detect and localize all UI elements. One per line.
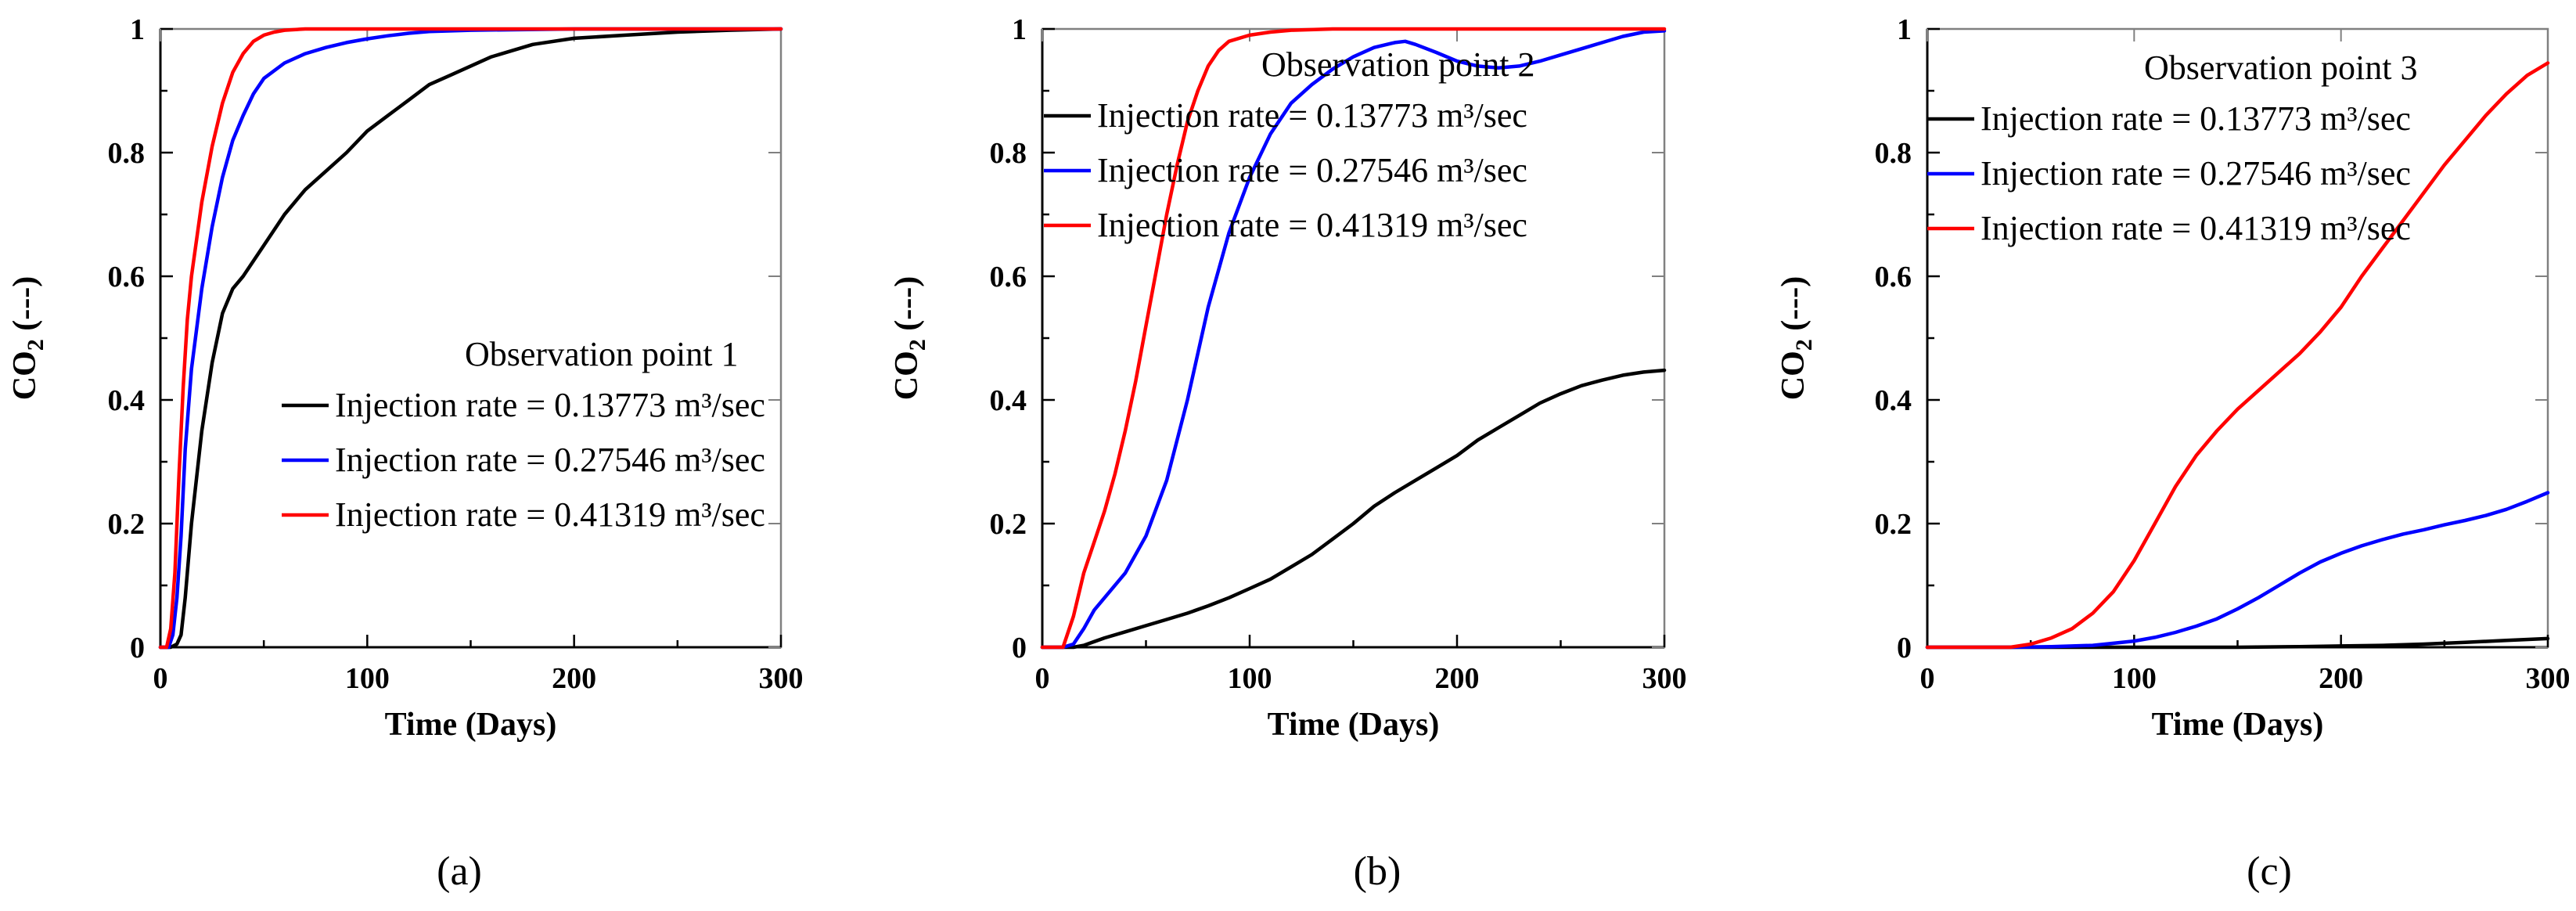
legend-label-a-1: Injection rate = 0.13773 m³/sec xyxy=(335,386,765,424)
legend-label-a-2: Injection rate = 0.27546 m³/sec xyxy=(335,441,765,479)
y-axis-label-suffix: (---) xyxy=(7,276,43,339)
y-axis-label-main: CO xyxy=(889,351,925,400)
y-tick-label-a: 0.8 xyxy=(108,137,146,170)
x-tick-label-b: 100 xyxy=(1228,662,1272,695)
y-axis-label-subscript: 2 xyxy=(905,339,930,351)
y-tick-label-c: 0.4 xyxy=(1875,384,1912,417)
legend-c: Observation point 3 Injection rate = 0.13… xyxy=(1927,49,2418,247)
series-line-c-1 xyxy=(1925,636,2550,650)
y-tick-label-c: 0 xyxy=(1897,632,1912,664)
panel-b-caption-group: (b) xyxy=(1354,849,1401,894)
legend-a: Observation point 1 Injection rate = 0.13… xyxy=(282,335,765,534)
x-tick-label-b: 200 xyxy=(1435,662,1480,695)
chart-panel-c: 0 0.2 0.4 0.6 0.8 1 0 100 200 300 Time (Days) CO2 (… xyxy=(1775,13,2571,743)
x-tick-label-b: 300 xyxy=(1642,662,1687,695)
y-tick-label-c: 0.8 xyxy=(1875,137,1912,170)
y-axis-label-main: CO xyxy=(7,351,43,400)
legend-b: Observation point 2 Injection rate = 0.13… xyxy=(1044,45,1535,244)
legend-title-b: Observation point 2 xyxy=(1261,45,1535,84)
x-tick-label-c: 100 xyxy=(2112,662,2157,695)
legend-title-c: Observation point 3 xyxy=(2144,49,2418,87)
x-tick-label-c: 0 xyxy=(1920,662,1935,695)
legend-label-b-1: Injection rate = 0.13773 m³/sec xyxy=(1097,96,1527,135)
series-line-b-2 xyxy=(1040,29,1667,650)
y-tick-label-b: 0 xyxy=(1012,632,1027,664)
panel-c-caption: (c) xyxy=(2247,849,2292,894)
legend-label-c-2: Injection rate = 0.27546 m³/sec xyxy=(1981,154,2411,193)
y-axis-label-a: CO2 (---) xyxy=(7,276,49,400)
y-axis-label-subscript: 2 xyxy=(1791,339,1817,351)
x-tick-label-c: 300 xyxy=(2526,662,2571,695)
series-line-c-3 xyxy=(1925,61,2550,650)
y-tick-label-b: 0.6 xyxy=(990,261,1027,293)
y-tick-label-b: 0.2 xyxy=(990,508,1027,541)
y-tick-label-a: 0 xyxy=(130,632,145,664)
x-tick-label-c: 200 xyxy=(2319,662,2363,695)
y-axis-label-c: CO2 (---) xyxy=(1775,276,1817,400)
y-tick-label-a: 0.2 xyxy=(108,508,146,541)
chart-panel-a: 0 0.2 0.4 0.6 0.8 1 0 100 200 300 Time (Days) CO2 (… xyxy=(7,13,804,743)
x-tick-label-a: 0 xyxy=(153,662,168,695)
x-tick-label-a: 300 xyxy=(759,662,804,695)
y-axis-label-suffix: (---) xyxy=(1775,276,1811,339)
panel-a-caption-group: (a) xyxy=(437,849,482,894)
y-axis-label-subscript: 2 xyxy=(23,339,49,351)
y-tick-label-a: 0.6 xyxy=(108,261,146,293)
legend-title-a: Observation point 1 xyxy=(465,335,739,373)
series-line-b-3 xyxy=(1040,27,1667,650)
y-tick-label-c: 0.2 xyxy=(1875,508,1912,541)
x-axis-label-a: Time (Days) xyxy=(385,707,557,743)
y-tick-label-a: 1 xyxy=(130,13,145,46)
x-axis-label-c: Time (Days) xyxy=(2152,707,2324,743)
legend-label-c-1: Injection rate = 0.13773 m³/sec xyxy=(1981,99,2411,138)
series-line-a-2 xyxy=(158,27,783,650)
legend-label-c-3: Injection rate = 0.41319 m³/sec xyxy=(1981,209,2411,247)
chart-panel-b: 0 0.2 0.4 0.6 0.8 1 0 100 200 300 Time (Days) CO2 (… xyxy=(889,13,1687,743)
y-tick-label-c: 1 xyxy=(1897,13,1912,46)
y-tick-label-b: 0.8 xyxy=(990,137,1027,170)
legend-label-a-3: Injection rate = 0.41319 m³/sec xyxy=(335,495,765,534)
y-axis-label-b: CO2 (---) xyxy=(889,276,930,400)
y-tick-label-b: 0.4 xyxy=(990,384,1027,417)
y-tick-label-c: 0.6 xyxy=(1875,261,1912,293)
series-line-b-1 xyxy=(1040,368,1667,650)
series-line-a-3 xyxy=(158,27,783,650)
series-line-c-2 xyxy=(1925,491,2550,650)
panel-a-caption: (a) xyxy=(437,849,482,894)
x-tick-label-a: 200 xyxy=(552,662,596,695)
panel-c-caption-group: (c) xyxy=(2247,849,2292,894)
y-tick-label-b: 1 xyxy=(1012,13,1027,46)
series-line-a-1 xyxy=(158,27,783,650)
y-tick-label-a: 0.4 xyxy=(108,384,146,417)
x-axis-label-b: Time (Days) xyxy=(1268,707,1440,743)
x-tick-label-a: 100 xyxy=(345,662,390,695)
x-tick-label-b: 0 xyxy=(1035,662,1050,695)
y-axis-label-suffix: (---) xyxy=(889,276,925,339)
legend-label-b-3: Injection rate = 0.41319 m³/sec xyxy=(1097,206,1527,244)
legend-label-b-2: Injection rate = 0.27546 m³/sec xyxy=(1097,151,1527,189)
panel-b-caption: (b) xyxy=(1354,849,1401,894)
y-axis-label-main: CO xyxy=(1775,351,1811,400)
